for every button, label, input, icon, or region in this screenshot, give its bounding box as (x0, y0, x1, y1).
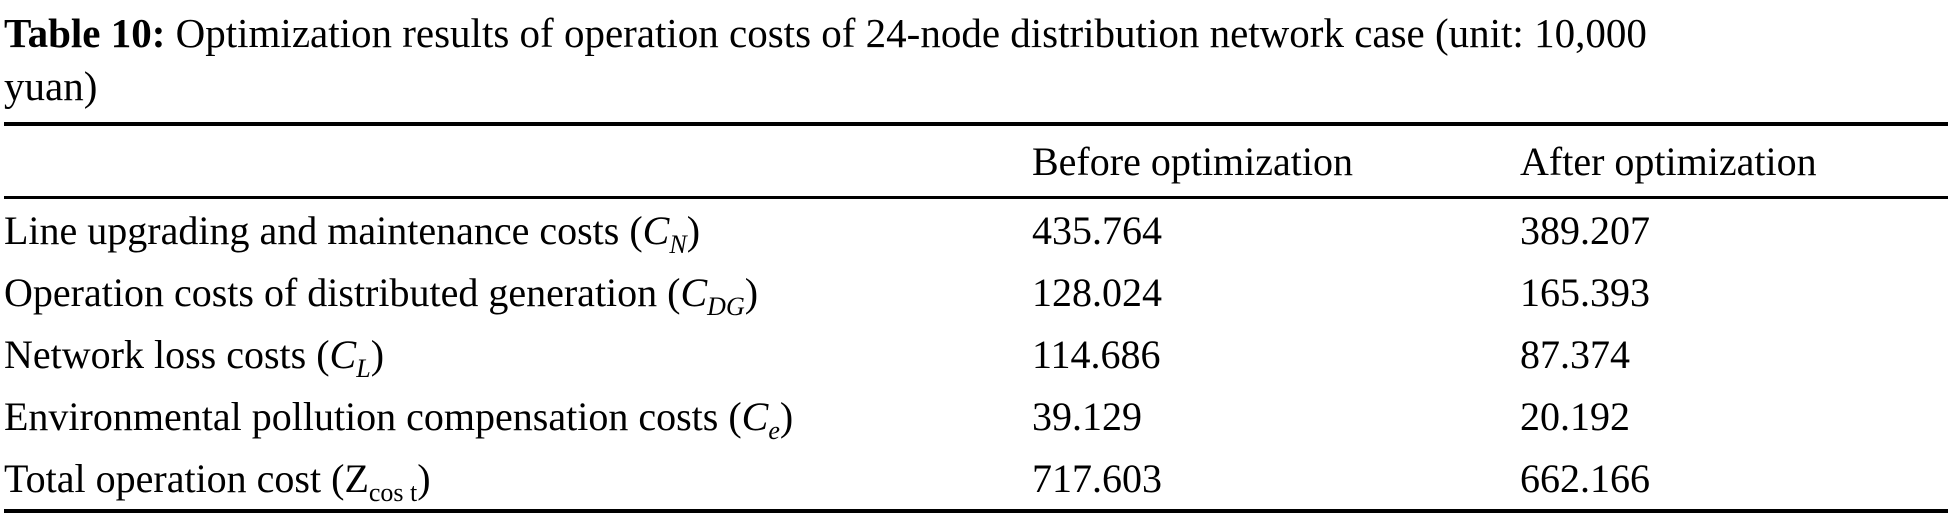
value-after: 662.166 (1520, 455, 1650, 501)
row-label-close: ) (417, 455, 431, 501)
value-before: 435.764 (1032, 207, 1162, 253)
table-row-network-loss: Network loss costs (CL) 114.686 87.374 (4, 323, 1948, 385)
value-after: 20.192 (1520, 393, 1630, 439)
table-row-distributed-generation: Operation costs of distributed generatio… (4, 261, 1948, 323)
table-row-environmental-pollution: Environmental pollution compensation cos… (4, 385, 1948, 447)
row-label-close: ) (779, 393, 794, 439)
caption-text-line1: Optimization results of operation costs … (175, 10, 1647, 56)
value-after: 87.374 (1520, 331, 1630, 377)
col-header-before-optimization: Before optimization (1032, 138, 1354, 184)
math-subscript: L (356, 353, 371, 383)
row-label-text: Total operation cost ( (4, 455, 345, 501)
math-symbol: C (741, 393, 769, 439)
value-before: 717.603 (1032, 455, 1162, 501)
math-subscript: DG (707, 291, 745, 321)
row-label-close: ) (744, 269, 759, 315)
row-label-close: ) (370, 331, 385, 377)
math-symbol: Z (344, 455, 369, 501)
table-row-line-upgrading: Line upgrading and maintenance costs (CN… (4, 198, 1948, 262)
math-subscript: cos t (368, 477, 418, 507)
results-table: Before optimization After optimization L… (4, 122, 1948, 513)
caption-text-line2: yuan) (4, 63, 98, 109)
row-label: Total operation cost (Zcos t) (4, 447, 1032, 511)
value-after: 165.393 (1520, 269, 1650, 315)
caption-label: Table 10: (4, 10, 166, 56)
table-caption: Table 10: Optimization results of operat… (4, 2, 1948, 122)
math-subscript: N (669, 229, 687, 259)
math-symbol: C (680, 269, 708, 315)
value-before: 114.686 (1032, 331, 1161, 377)
value-before: 128.024 (1032, 269, 1162, 315)
math-symbol: C (329, 331, 357, 377)
row-label-text: Line upgrading and maintenance costs ( (4, 207, 643, 253)
math-subscript: e (768, 415, 780, 445)
row-label-text: Network loss costs ( (4, 331, 330, 377)
math-symbol: C (642, 207, 670, 253)
row-label: Operation costs of distributed generatio… (4, 261, 1032, 323)
caption-line1: Table 10: Optimization results of operat… (4, 10, 1647, 56)
row-label: Network loss costs (CL) (4, 323, 1032, 385)
row-label-text: Environmental pollution compensation cos… (4, 393, 742, 439)
row-label: Line upgrading and maintenance costs (CN… (4, 198, 1032, 262)
value-before: 39.129 (1032, 393, 1142, 439)
value-after: 389.207 (1520, 207, 1650, 253)
corner-cell (4, 124, 1032, 198)
header-row: Before optimization After optimization (4, 124, 1948, 198)
row-label: Environmental pollution compensation cos… (4, 385, 1032, 447)
row-label-text: Operation costs of distributed generatio… (4, 269, 681, 315)
table-row-total-operation-cost: Total operation cost (Zcos t) 717.603 66… (4, 447, 1948, 511)
col-header-after-optimization: After optimization (1520, 138, 1817, 184)
row-label-close: ) (686, 207, 701, 253)
